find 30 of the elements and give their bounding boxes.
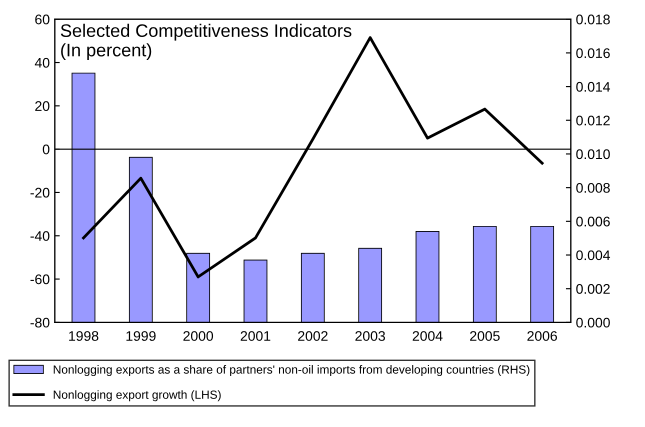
x-tick-label: 1999 [126, 331, 156, 341]
x-tick-label: 2006 [527, 331, 557, 341]
text: Selected Competitiveness Indicators (In percent) [60, 24, 352, 60]
y2-tick-label: 0.016 [576, 48, 610, 58]
y-tick-label: -80 [30, 318, 50, 328]
legend-label: Nonlogging exports as a share of partners' non-oil imports from developing countries (RHS) [54, 365, 530, 376]
legend-label: Nonlogging export growth (LHS) [54, 390, 221, 402]
y2-tick-label: 0.004 [576, 250, 610, 260]
y-tick-label: -20 [30, 188, 50, 198]
x-tick-label: 2004 [412, 331, 443, 341]
x-tick-label: 2003 [355, 331, 385, 341]
y-tick-label: -40 [30, 231, 50, 241]
y2-tick-label: 0.008 [576, 182, 610, 193]
y-tick-label: 60 [35, 14, 50, 24]
y2-tick-label: 0.000 [576, 318, 610, 328]
y2-tick-label: 0.012 [576, 116, 610, 126]
y2-tick-label: 0.018 [576, 14, 610, 24]
y-tick-label: -60 [30, 274, 50, 284]
y2-tick-label: 0.014 [576, 82, 610, 92]
y2-tick-label: 0.006 [576, 216, 610, 226]
y-tick-label: 40 [34, 58, 50, 68]
x-tick-label: 2005 [470, 331, 500, 341]
y2-tick-label: 0.002 [576, 284, 610, 294]
y-tick-label: 0 [42, 144, 50, 154]
y-tick-label: 20 [35, 101, 50, 112]
x-tick-label: 2000 [183, 331, 214, 341]
x-tick-label: 1998 [69, 331, 98, 341]
y2-tick-label: 0.010 [576, 149, 610, 160]
x-tick-label: 2002 [298, 331, 328, 341]
x-tick-label: 2001 [240, 331, 270, 341]
